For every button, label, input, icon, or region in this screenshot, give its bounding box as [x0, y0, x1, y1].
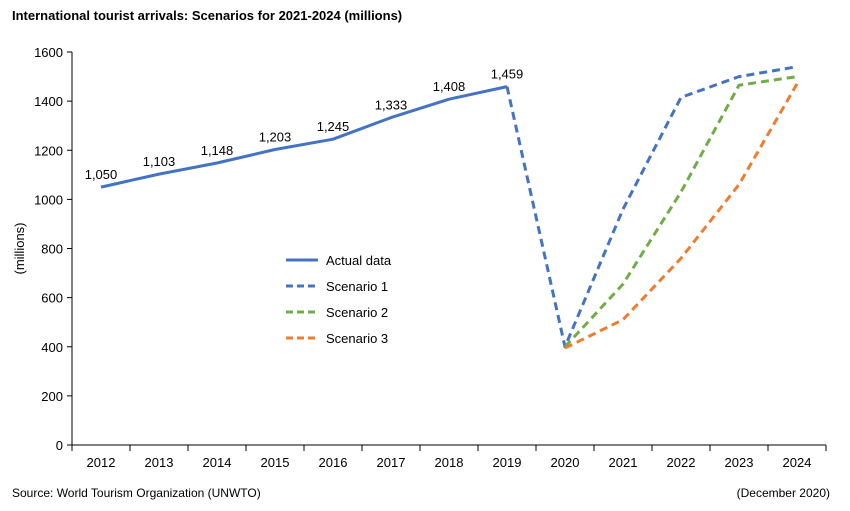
data-label: 1,050	[85, 167, 118, 182]
series-line-1	[100, 85, 508, 189]
x-tick-label: 2012	[87, 455, 116, 470]
x-tick-label: 2016	[319, 455, 348, 470]
x-tick-label: 2017	[377, 455, 406, 470]
series-line-3	[563, 75, 798, 348]
data-label: 1,148	[201, 143, 234, 158]
y-tick-label: 1400	[34, 94, 63, 109]
data-label: 1,333	[375, 98, 408, 113]
source-note: Source: World Tourism Organization (UNWT…	[12, 486, 261, 500]
y-tick-label: 1000	[34, 192, 63, 207]
date-note: (December 2020)	[736, 486, 830, 500]
y-tick-label: 1600	[34, 45, 63, 60]
x-tick-label: 2014	[203, 455, 232, 470]
chart-legend: Actual data Scenario 1 Scenario 2 Scenario …	[286, 253, 392, 346]
legend-label: Scenario 1	[326, 279, 388, 294]
chart-title: International tourist arrivals: Scenario…	[12, 8, 403, 23]
y-tick-label: 1200	[34, 143, 63, 158]
chart-data-labels: 1,050 1,103 1,148 1,203 1,245 1,333 1,408 1,459	[85, 67, 524, 182]
legend-label: Actual data	[326, 253, 392, 268]
x-tick-label: 2024	[783, 455, 812, 470]
series-line-4	[564, 83, 799, 350]
x-tick-label: 2013	[145, 455, 174, 470]
data-label: 1,459	[491, 67, 524, 82]
x-tick-label: 2021	[609, 455, 638, 470]
x-tick-label: 2022	[667, 455, 696, 470]
x-tick-label: 2018	[435, 455, 464, 470]
chart-axes: 0 200 400 600 800 1000 1200 1400 1600 2012 2013 201…	[12, 45, 827, 470]
y-tick-label: 0	[56, 438, 63, 453]
x-tick-label: 2019	[493, 455, 522, 470]
chart-series	[100, 65, 799, 350]
x-tick-label: 2023	[725, 455, 754, 470]
y-tick-label: 600	[41, 291, 63, 306]
data-label: 1,203	[259, 130, 292, 145]
y-tick-label: 800	[41, 242, 63, 257]
legend-label: Scenario 2	[326, 305, 388, 320]
x-tick-label: 2020	[551, 455, 580, 470]
legend-label: Scenario 3	[326, 331, 388, 346]
data-label: 1,103	[143, 154, 176, 169]
x-tick-label: 2015	[261, 455, 290, 470]
y-axis-label: (millions)	[12, 223, 27, 275]
y-tick-label: 400	[41, 340, 63, 355]
data-label: 1,245	[317, 119, 350, 134]
series-line-2	[505, 65, 798, 349]
data-label: 1,408	[433, 79, 466, 94]
y-tick-label: 200	[41, 389, 63, 404]
